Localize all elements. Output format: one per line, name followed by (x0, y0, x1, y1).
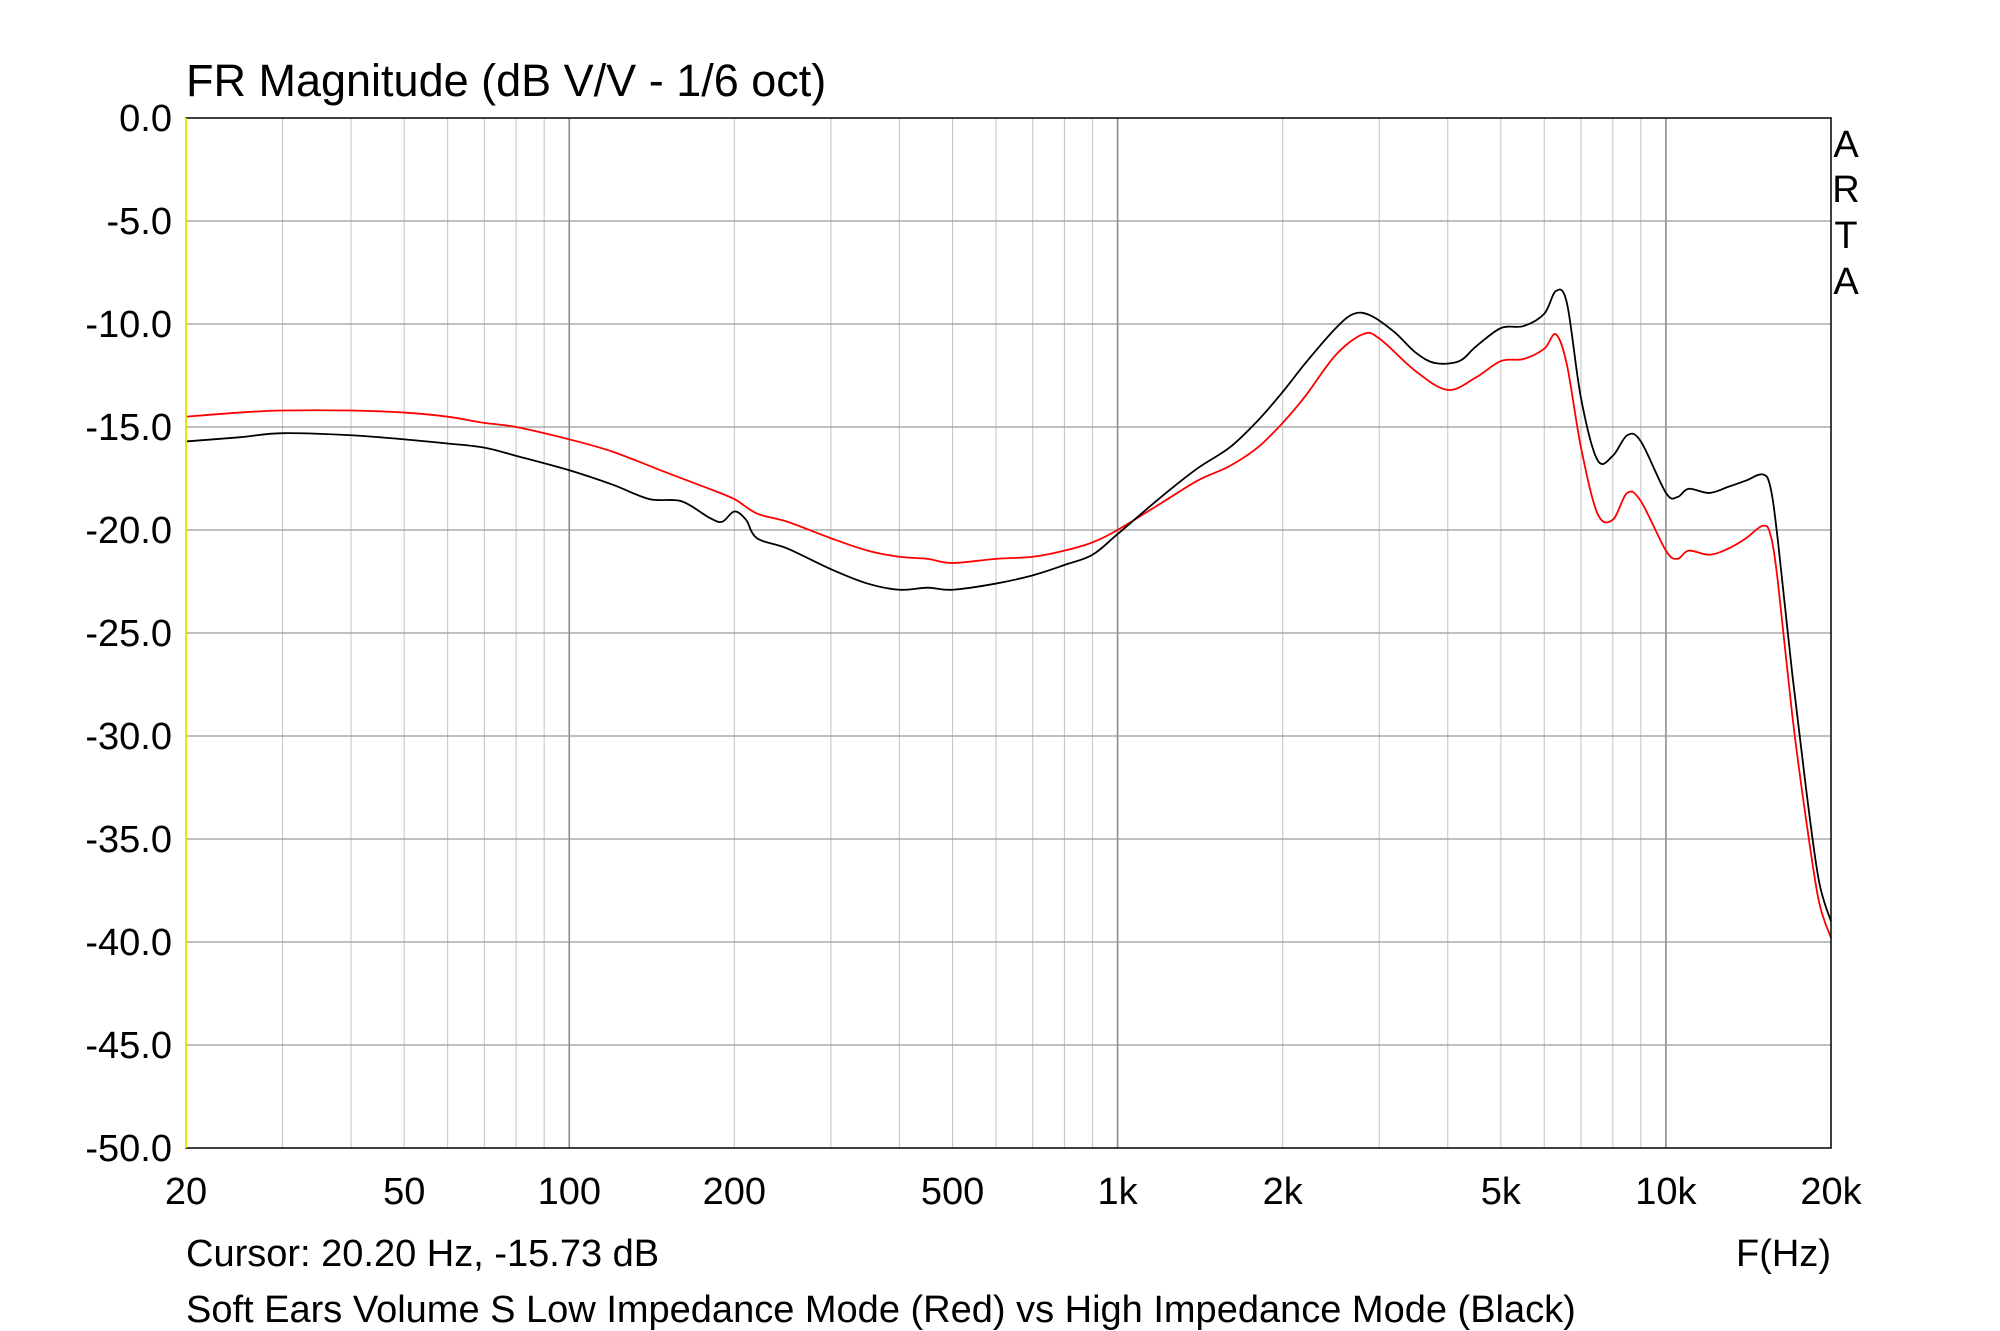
x-tick-label: 20k (1800, 1171, 1862, 1213)
brand-letter: A (1833, 124, 1859, 166)
y-tick-label: -15.0 (85, 407, 172, 449)
x-tick-label: 50 (383, 1171, 425, 1213)
x-tick-label: 1k (1098, 1171, 1139, 1213)
y-tick-label: -5.0 (107, 201, 172, 243)
x-tick-labels: 20 50 100 200 500 1k 2k 5k 10k 20k (165, 1171, 1863, 1213)
series-line-black (185, 288, 1832, 922)
x-axis-label: F(Hz) (1736, 1233, 1831, 1275)
brand-letter: A (1833, 261, 1859, 303)
cursor-readout: Cursor: 20.20 Hz, -15.73 dB (186, 1233, 659, 1275)
chart-title: FR Magnitude (dB V/V - 1/6 oct) (186, 55, 826, 106)
y-tick-label: 0.0 (119, 98, 172, 140)
y-tick-label: -30.0 (85, 716, 172, 758)
x-tick-label: 5k (1481, 1171, 1522, 1213)
brand-label: A R T A (1832, 124, 1859, 303)
y-tick-label: -45.0 (85, 1025, 172, 1067)
y-tick-label: -40.0 (85, 922, 172, 964)
x-tick-label: 200 (703, 1171, 766, 1213)
y-tick-label: -25.0 (85, 613, 172, 655)
series-layer (185, 288, 1832, 939)
x-tick-label: 100 (538, 1171, 601, 1213)
grid (186, 118, 1831, 1148)
series-line-red (185, 331, 1832, 939)
chart-caption: Soft Ears Volume S Low Impedance Mode (R… (186, 1289, 1576, 1331)
y-tick-label: -35.0 (85, 819, 172, 861)
x-tick-label: 10k (1635, 1171, 1697, 1213)
y-tick-label: -20.0 (85, 510, 172, 552)
x-tick-label: 500 (921, 1171, 984, 1213)
brand-letter: R (1832, 169, 1859, 211)
y-tick-labels: 0.0 -5.0 -10.0 -15.0 -20.0 -25.0 -30.0 -35.0 -40… (85, 98, 172, 1170)
y-tick-label: -50.0 (85, 1128, 172, 1170)
y-tick-label: -10.0 (85, 304, 172, 346)
x-tick-label: 20 (165, 1171, 207, 1213)
brand-letter: T (1834, 215, 1857, 257)
x-tick-label: 2k (1263, 1171, 1304, 1213)
